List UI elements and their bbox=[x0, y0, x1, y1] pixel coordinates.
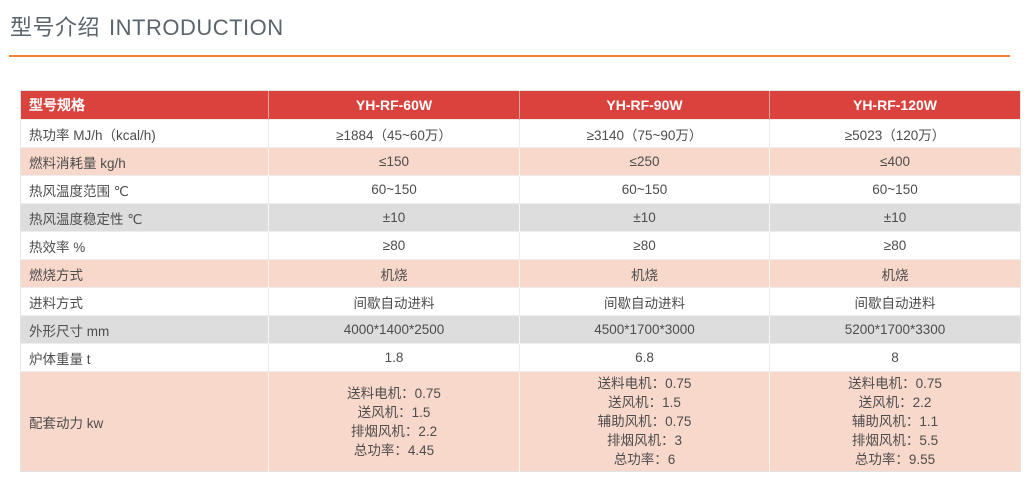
cell-value: ≥80 bbox=[769, 231, 1021, 260]
cell-value: 1.8 bbox=[268, 343, 520, 372]
cell-value: 送料电机：0.75 送风机：1.5 辅助风机：0.75 排烟风机：3 总功率：6 bbox=[519, 371, 770, 472]
table-row: 热风温度稳定性 ℃ ±10 ±10 ±10 bbox=[20, 203, 1021, 232]
cell-value: 5200*1700*3300 bbox=[769, 315, 1021, 344]
power-line: 总功率：4.45 bbox=[353, 442, 435, 458]
table-row: 热效率 % ≥80 ≥80 ≥80 bbox=[20, 231, 1021, 260]
row-label: 热风温度稳定性 ℃ bbox=[20, 203, 269, 232]
table-row: 配套动力 kw 送料电机：0.75 送风机：1.5 排烟风机：2.2 总功率：4.45 送… bbox=[20, 371, 1021, 472]
cell-value: 60~150 bbox=[519, 175, 770, 204]
cell-value: ≥1884（45~60万） bbox=[268, 119, 520, 148]
row-label: 配套动力 kw bbox=[20, 371, 269, 472]
cell-value: ≥3140（75~90万） bbox=[519, 119, 770, 148]
table-row: 燃料消耗量 kg/h ≤150 ≤250 ≤400 bbox=[20, 147, 1021, 176]
cell-value: ≤400 bbox=[769, 147, 1021, 176]
row-label: 燃烧方式 bbox=[20, 259, 269, 288]
power-line: 辅助风机：0.75 bbox=[597, 414, 692, 429]
cell-value: ≤150 bbox=[268, 147, 520, 176]
page-title: 型号介绍 INTRODUCTION bbox=[10, 10, 1032, 42]
cell-value: 60~150 bbox=[769, 175, 1021, 204]
cell-value: ±10 bbox=[268, 203, 520, 232]
accent-divider bbox=[9, 55, 1010, 57]
page-title-en: INTRODUCTION bbox=[109, 15, 284, 40]
row-label: 热功率 MJ/h（kcal/h) bbox=[20, 119, 269, 148]
power-line: 排烟风机：3 bbox=[606, 433, 682, 448]
power-line: 送风机：1.5 bbox=[608, 395, 681, 410]
cell-value: 机烧 bbox=[268, 259, 520, 288]
power-line: 排烟风机：2.2 bbox=[350, 423, 438, 439]
column-header-spec: 型号规格 bbox=[20, 90, 269, 120]
row-label: 热效率 % bbox=[20, 231, 269, 260]
power-line: 送料电机：0.75 bbox=[597, 376, 692, 391]
table-row: 外形尺寸 mm 4000*1400*2500 4500*1700*3000 5200*… bbox=[20, 315, 1021, 344]
table-row: 炉体重量 t 1.8 6.8 8 bbox=[20, 343, 1021, 372]
power-line: 送风机：2.2 bbox=[858, 395, 932, 410]
column-header-model: YH-RF-60W bbox=[268, 90, 520, 120]
cell-value: 6.8 bbox=[519, 343, 770, 372]
cell-value: 机烧 bbox=[519, 259, 770, 288]
cell-value: ±10 bbox=[769, 203, 1021, 232]
page-title-zh: 型号介绍 bbox=[10, 15, 101, 40]
table-body: 热功率 MJ/h（kcal/h) ≥1884（45~60万） ≥3140（75~90… bbox=[20, 119, 1021, 472]
table-row: 燃烧方式 机烧 机烧 机烧 bbox=[20, 259, 1021, 288]
power-line: 排烟风机：5.5 bbox=[851, 433, 939, 448]
cell-value: 4500*1700*3000 bbox=[519, 315, 770, 344]
cell-value: 8 bbox=[769, 343, 1021, 372]
cell-value: ±10 bbox=[519, 203, 770, 232]
table-row: 进料方式 间歇自动进料 间歇自动进料 间歇自动进料 bbox=[20, 287, 1021, 316]
cell-value: ≥80 bbox=[268, 231, 520, 260]
cell-value: 送料电机：0.75 送风机：1.5 排烟风机：2.2 总功率：4.45 bbox=[268, 371, 520, 472]
cell-value: 60~150 bbox=[268, 175, 520, 204]
row-label: 热风温度范围 ℃ bbox=[20, 175, 269, 204]
power-line: 辅助风机：1.1 bbox=[851, 414, 939, 429]
row-label: 炉体重量 t bbox=[20, 343, 269, 372]
cell-value: 4000*1400*2500 bbox=[268, 315, 520, 344]
cell-value: ≤250 bbox=[519, 147, 770, 176]
column-header-model: YH-RF-120W bbox=[769, 90, 1021, 120]
power-line: 总功率：9.55 bbox=[854, 452, 936, 467]
cell-value: ≥5023（120万） bbox=[769, 119, 1021, 148]
power-line: 总功率：6 bbox=[613, 452, 676, 467]
cell-value: 间歇自动进料 bbox=[268, 287, 520, 316]
power-line: 送料电机：0.75 bbox=[347, 385, 441, 401]
cell-value: 间歇自动进料 bbox=[519, 287, 770, 316]
spec-table: 型号规格 YH-RF-60W YH-RF-90W YH-RF-120W 热功率 MJ/… bbox=[20, 90, 1021, 472]
cell-value: 送料电机：0.75 送风机：2.2 辅助风机：1.1 排烟风机：5.5 总功率：9.55 bbox=[769, 371, 1021, 472]
row-label: 进料方式 bbox=[20, 287, 269, 316]
header-row: 型号规格 YH-RF-60W YH-RF-90W YH-RF-120W bbox=[20, 90, 1021, 120]
power-line: 送料电机：0.75 bbox=[848, 376, 942, 391]
cell-value: 间歇自动进料 bbox=[769, 287, 1021, 316]
table-row: 热风温度范围 ℃ 60~150 60~150 60~150 bbox=[20, 175, 1021, 204]
cell-value: 机烧 bbox=[769, 259, 1021, 288]
row-label: 燃料消耗量 kg/h bbox=[20, 147, 269, 176]
power-line: 送风机：1.5 bbox=[357, 404, 431, 420]
column-header-model: YH-RF-90W bbox=[519, 90, 770, 120]
table-row: 热功率 MJ/h（kcal/h) ≥1884（45~60万） ≥3140（75~90… bbox=[20, 119, 1021, 148]
cell-value: ≥80 bbox=[519, 231, 770, 260]
row-label: 外形尺寸 mm bbox=[20, 315, 269, 344]
